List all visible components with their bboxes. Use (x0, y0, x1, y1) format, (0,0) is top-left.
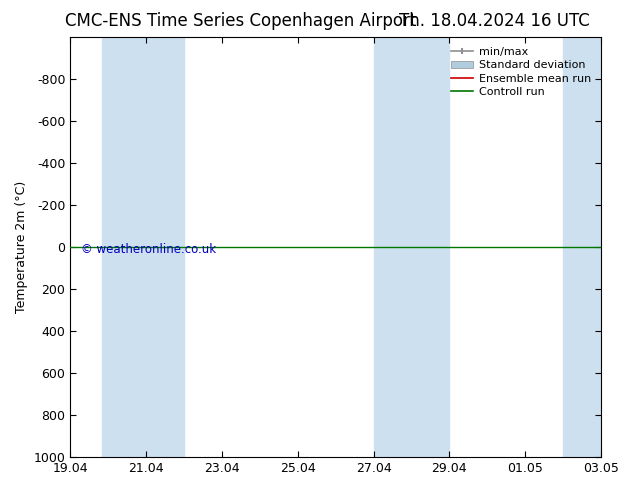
Text: © weatheronline.co.uk: © weatheronline.co.uk (81, 243, 216, 256)
Text: CMC-ENS Time Series Copenhagen Airport: CMC-ENS Time Series Copenhagen Airport (65, 12, 417, 30)
Bar (102, 37, 184, 457)
Legend: min/max, Standard deviation, Ensemble mean run, Controll run: min/max, Standard deviation, Ensemble me… (446, 43, 595, 101)
Y-axis label: Temperature 2m (°C): Temperature 2m (°C) (15, 181, 28, 313)
Bar (373, 37, 450, 457)
Bar (563, 37, 601, 457)
Text: Th. 18.04.2024 16 UTC: Th. 18.04.2024 16 UTC (399, 12, 590, 30)
